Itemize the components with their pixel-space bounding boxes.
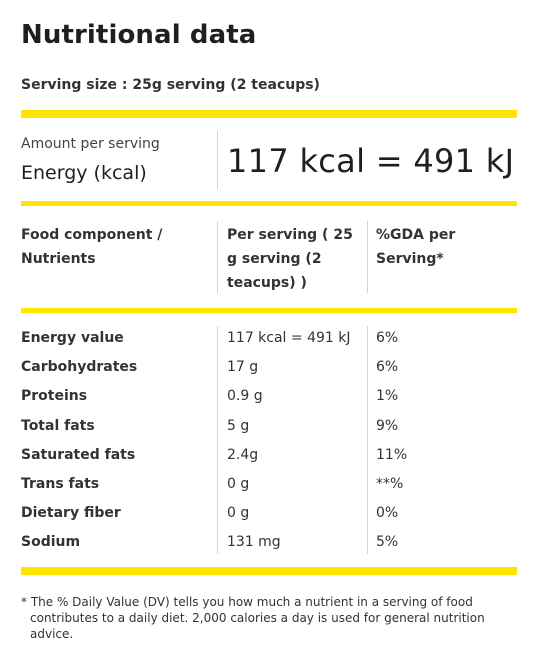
header-per-serving: Per serving ( 25 g serving (2 teacups) ) (227, 227, 353, 291)
per-serving-value: 5 g (227, 418, 250, 434)
nutrient-name: Energy value (21, 330, 124, 346)
per-serving-value: 0 g (227, 505, 250, 521)
footnote: * The % Daily Value (DV) tells you how m… (21, 595, 485, 641)
body-divider-2 (367, 326, 368, 554)
page-title: Nutritional data (21, 20, 257, 50)
nutrient-name: Sodium (21, 534, 81, 550)
gda-value: 0% (376, 505, 399, 521)
serving-size: Serving size : 25g serving (2 teacups) (21, 77, 320, 93)
gda-value: 1% (376, 388, 399, 404)
energy-label: Energy (kcal) (21, 162, 147, 184)
body-divider-1 (217, 326, 218, 554)
per-serving-value: 2.4g (227, 447, 259, 463)
per-serving-value: 117 kcal = 491 kJ (227, 330, 351, 346)
gda-value: 9% (376, 418, 399, 434)
nutrient-name: Total fats (21, 418, 95, 434)
nutrient-name: Carbohydrates (21, 359, 138, 375)
nutrient-name: Dietary fiber (21, 505, 121, 521)
gda-value: 6% (376, 330, 399, 346)
header-nutrients: Food component / Nutrients (21, 227, 163, 267)
nutrient-name: Saturated fats (21, 447, 136, 463)
divider-energy (21, 201, 517, 206)
header-gda: %GDA per Serving* (376, 227, 456, 267)
energy-value: 117 kcal = 491 kJ (227, 142, 515, 180)
header-divider-2 (367, 221, 368, 293)
amount-per-serving-label: Amount per serving (21, 136, 160, 152)
nutrient-name: Trans fats (21, 476, 100, 492)
divider-header (21, 308, 517, 313)
per-serving-value: 0 g (227, 476, 250, 492)
gda-value: 11% (376, 447, 408, 463)
divider-top (21, 110, 517, 118)
nutrient-name: Proteins (21, 388, 88, 404)
header-divider-1 (217, 221, 218, 293)
per-serving-value: 17 g (227, 359, 259, 375)
divider-bottom (21, 567, 517, 575)
gda-value: 5% (376, 534, 399, 550)
per-serving-value: 131 mg (227, 534, 281, 550)
per-serving-value: 0.9 g (227, 388, 263, 404)
gda-value: **% (376, 476, 404, 492)
energy-divider (217, 131, 218, 189)
gda-value: 6% (376, 359, 399, 375)
